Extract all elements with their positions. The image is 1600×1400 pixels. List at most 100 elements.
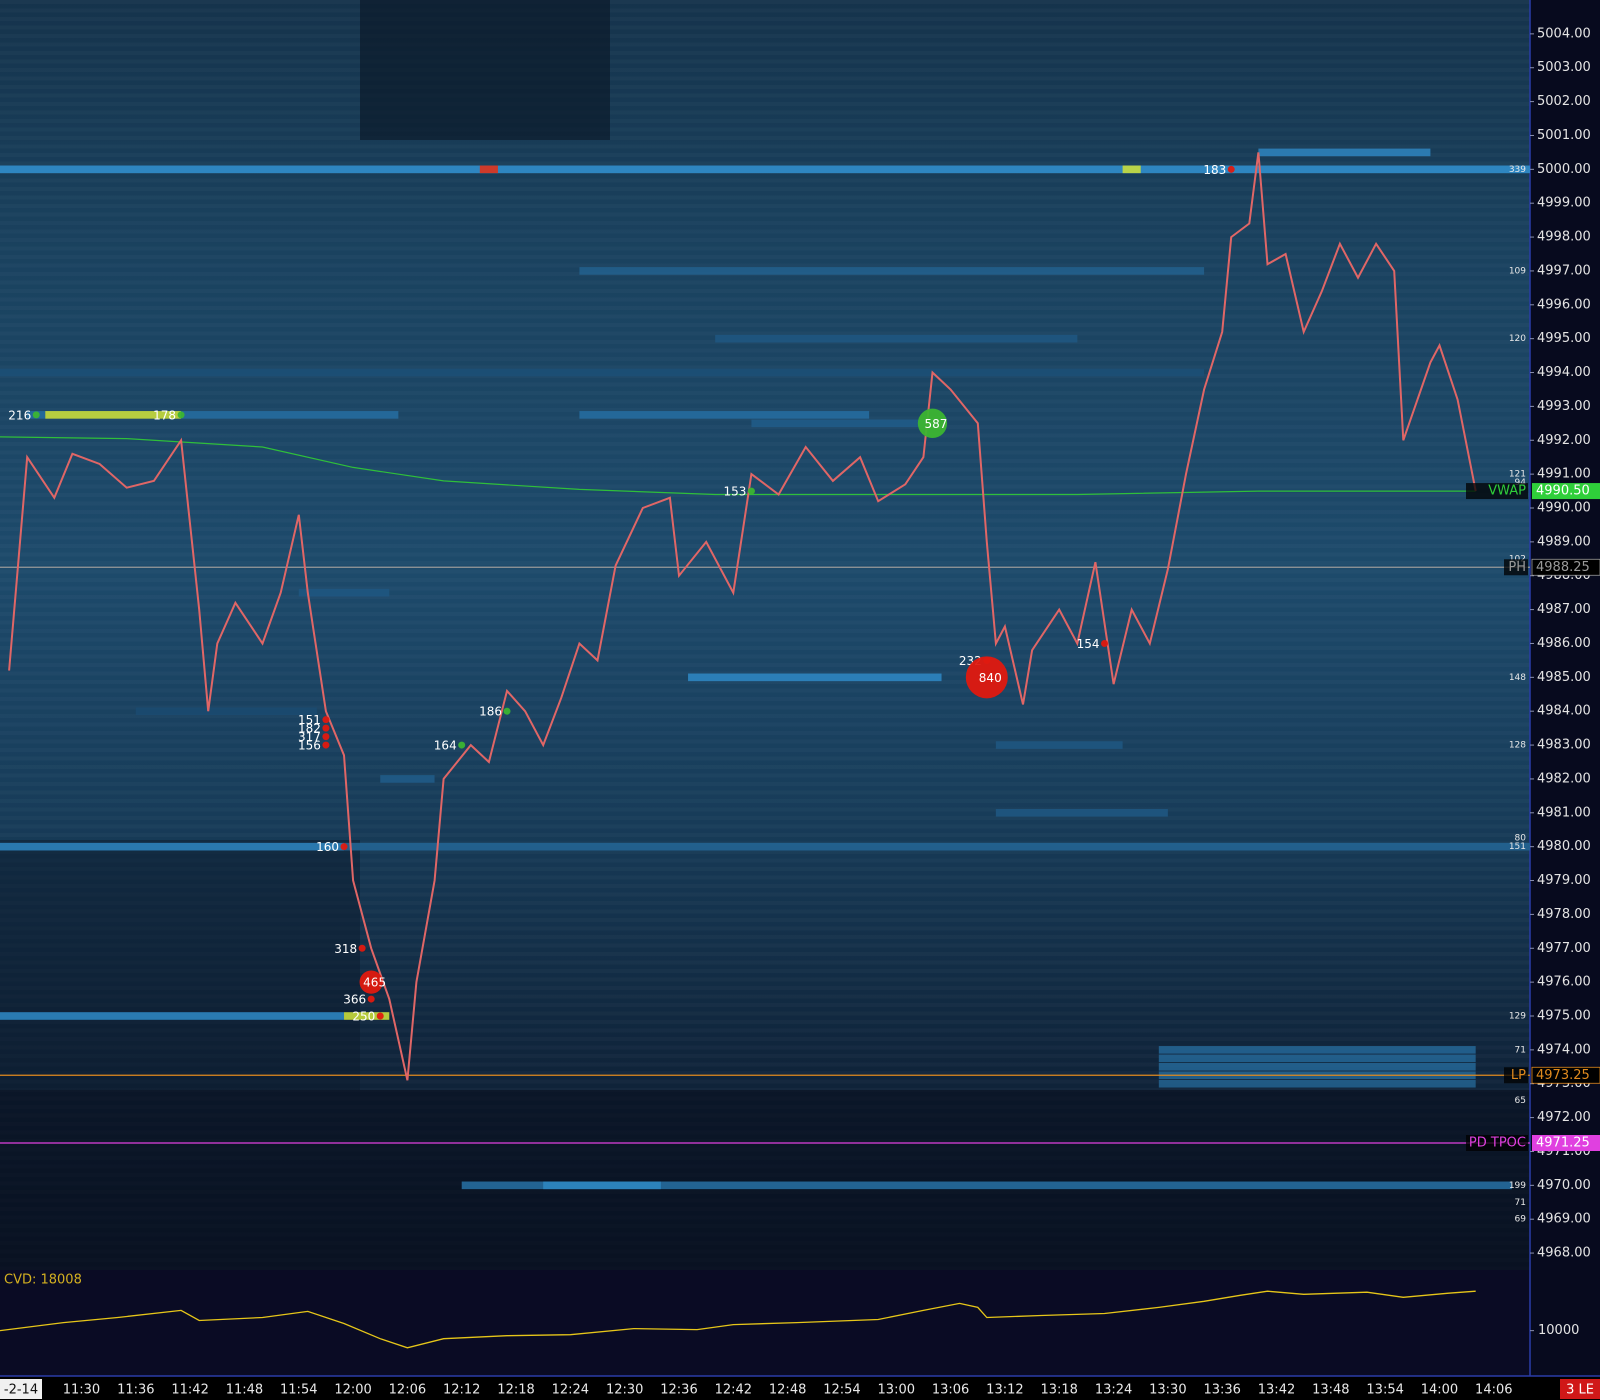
level-name-label: PD TPOC [1469, 1136, 1526, 1151]
trade-bubble [1227, 165, 1235, 173]
x-tick-label: 13:30 [1149, 1383, 1186, 1398]
level-name-box [1504, 1067, 1528, 1084]
y-tick-label: 4997.00 [1537, 263, 1591, 278]
trade-size-label: 366 [343, 993, 366, 1007]
x-tick-label: 12:54 [823, 1383, 860, 1398]
liquidity-band [380, 775, 435, 783]
trade-bubble [358, 944, 366, 952]
depth-label: 71 [1515, 1198, 1526, 1208]
liquidity-band [479, 165, 498, 174]
level-name-label: LP [1511, 1068, 1526, 1083]
liquidity-band [1158, 1046, 1476, 1054]
trade-bubble [376, 1012, 384, 1020]
liquidity-band [45, 411, 182, 419]
level-name-box [1466, 483, 1528, 500]
cvd-label: CVD: 18008 [4, 1273, 82, 1288]
trade-bubble [458, 741, 466, 749]
liquidity-band [543, 1181, 661, 1190]
y-tick-label: 5004.00 [1537, 26, 1591, 41]
x-tick-label: 14:00 [1421, 1383, 1458, 1398]
level-price-box [1531, 1066, 1600, 1084]
trade-bubble [322, 716, 330, 724]
liquidity-band [1258, 148, 1431, 157]
trade-bubble [177, 411, 185, 419]
x-tick-label: 13:18 [1040, 1383, 1077, 1398]
y-tick-label: 4972.00 [1537, 1110, 1591, 1125]
trade-size-label: 250 [352, 1010, 375, 1024]
liquidity-band [344, 1012, 390, 1020]
x-tick-label: 12:06 [389, 1383, 426, 1398]
trade-size-label: 164 [434, 739, 457, 753]
trade-size-label: 465 [363, 976, 386, 990]
x-tick-label: 12:48 [769, 1383, 806, 1398]
liquidity-band [298, 588, 390, 597]
trade-size-label: 183 [1203, 163, 1226, 177]
x-tick-label: 13:00 [878, 1383, 915, 1398]
y-tick-label: 4990.00 [1537, 501, 1591, 516]
trade-bubble [503, 707, 511, 715]
level-name-label: VWAP [1488, 484, 1526, 499]
y-tick-label: 4984.00 [1537, 704, 1591, 719]
y-tick-label: 5003.00 [1537, 60, 1591, 75]
trade-bubble [322, 741, 330, 749]
low-liquidity-zone [0, 840, 360, 1090]
y-tick-label: 4976.00 [1537, 975, 1591, 990]
trade-size-label: 587 [924, 417, 947, 431]
trade-size-label: 840 [979, 671, 1002, 685]
trade-bubble [340, 843, 348, 851]
liquidity-band [751, 419, 933, 428]
trade-bubble [322, 724, 330, 732]
depth-label: 339 [1509, 165, 1526, 175]
liquidity-band [995, 808, 1168, 817]
depth-label: 71 [1515, 1045, 1526, 1055]
y-tick-label: 4986.00 [1537, 636, 1591, 651]
depth-label: 199 [1509, 1181, 1526, 1191]
trade-size-label: 160 [316, 840, 339, 854]
trade-bubble [965, 656, 1008, 699]
level-name-box [1466, 1135, 1528, 1151]
y-tick-label: 4979.00 [1537, 873, 1591, 888]
level-price-label: 4988.25 [1536, 560, 1590, 575]
y-tick-label: 4987.00 [1537, 602, 1591, 617]
x-tick-label: 13:06 [932, 1383, 969, 1398]
x-tick-label: 13:42 [1258, 1383, 1295, 1398]
x-tick-label: 11:48 [226, 1383, 263, 1398]
trade-size-label: 178 [153, 408, 176, 422]
y-tick-label: 4999.00 [1537, 196, 1591, 211]
trade-bubble [747, 487, 755, 495]
y-tick-label: 4994.00 [1537, 365, 1591, 380]
liquidity-band [0, 842, 345, 851]
y-tick-label: 4989.00 [1537, 534, 1591, 549]
trade-bubble [322, 733, 330, 741]
y-tick-label: 4995.00 [1537, 331, 1591, 346]
trade-size-label: 182 [298, 722, 321, 736]
level-price-label: 4990.50 [1536, 484, 1590, 499]
y-tick-label: 4977.00 [1537, 941, 1591, 956]
x-tick-label: 12:00 [334, 1383, 371, 1398]
liquidity-band [1158, 1079, 1476, 1088]
liquidity-band [0, 165, 1530, 174]
y-tick-label: 4968.00 [1537, 1246, 1591, 1261]
y-tick-label: 4985.00 [1537, 670, 1591, 685]
trade-size-label: 216 [8, 408, 31, 422]
low-liquidity-zone [360, 0, 610, 140]
x-tick-label: 12:24 [552, 1383, 589, 1398]
y-tick-label: 4980.00 [1537, 839, 1591, 854]
x-tick-label: 13:12 [986, 1383, 1023, 1398]
trade-bubble [32, 411, 40, 419]
liquidity-band [995, 741, 1123, 749]
liquidity-band [688, 673, 942, 682]
depth-label: 128 [1509, 741, 1526, 751]
trade-size-label: 156 [298, 739, 321, 753]
trade-bubble [367, 995, 375, 1003]
trade-size-label: 154 [1077, 637, 1100, 651]
depth-label: 65 [1515, 1096, 1526, 1106]
x-tick-label: 13:24 [1095, 1383, 1132, 1398]
trade-size-label: 318 [334, 942, 357, 956]
x-tick-label: 11:36 [117, 1383, 154, 1398]
level-price-label: 4973.25 [1536, 1068, 1590, 1083]
liquidity-band [715, 334, 1078, 343]
level-price-box [1532, 1135, 1600, 1151]
y-tick-label: 4991.00 [1537, 467, 1591, 482]
trade-bubble [359, 970, 383, 994]
